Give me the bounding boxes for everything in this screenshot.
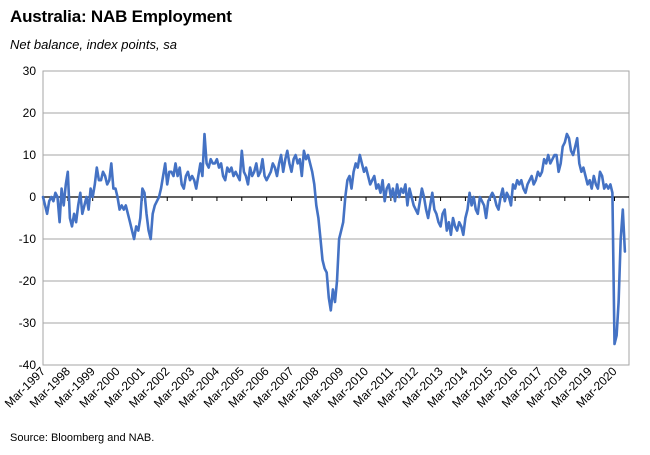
series-layer (41, 132, 627, 346)
y-tick-label: -30 (19, 316, 37, 330)
chart-title: Australia: NAB Employment (10, 7, 232, 26)
grid-lines (42, 70, 630, 366)
y-tick-label: 0 (29, 190, 36, 204)
x-axis: Mar-1997Mar-1998Mar-1999Mar-2000Mar-2001… (2, 196, 629, 410)
source-note: Source: Bloomberg and NAB. (10, 432, 155, 444)
y-axis: -40 -30 -20 -10 0 10 20 30 (19, 64, 37, 372)
y-tick-label: 30 (23, 64, 37, 78)
plot-border (42, 70, 630, 366)
y-tick-label: 10 (23, 148, 37, 162)
y-tick-label: 20 (23, 106, 37, 120)
series-line (41, 132, 627, 346)
y-tick-label: -10 (19, 232, 37, 246)
y-tick-label: -20 (19, 274, 37, 288)
chart-subtitle: Net balance, index points, sa (10, 37, 177, 52)
y-tick-label: -40 (19, 358, 37, 372)
